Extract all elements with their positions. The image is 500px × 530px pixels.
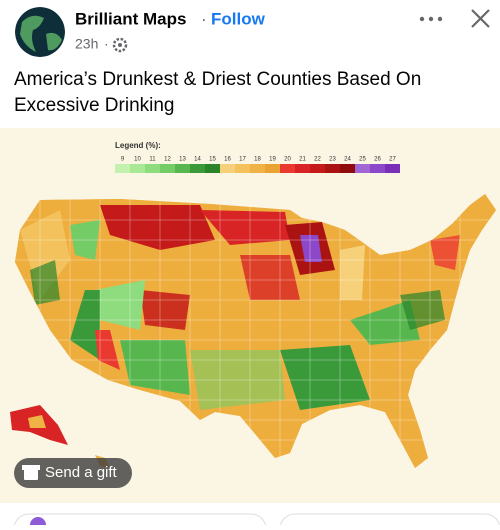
- legend-label: 12: [164, 157, 171, 163]
- legend-swatch: [280, 164, 295, 173]
- legend-swatch: [220, 164, 235, 173]
- legend-label: 13: [179, 157, 186, 163]
- legend-swatch: [235, 164, 250, 173]
- more-options[interactable]: [419, 16, 443, 22]
- post-text: America’s Drunkest & Driest Counties Bas…: [14, 69, 427, 116]
- legend-swatch: [160, 164, 175, 173]
- legend-label: 25: [359, 157, 366, 163]
- legend-swatch: [145, 164, 160, 173]
- legend-swatch: [250, 164, 265, 173]
- separator: ·: [104, 36, 109, 52]
- legend-label: 11: [149, 157, 156, 163]
- action-button[interactable]: [13, 513, 267, 530]
- privacy-icon: [112, 37, 128, 53]
- legend-swatch: [295, 164, 310, 173]
- gift-icon: [22, 465, 40, 480]
- action-button[interactable]: [279, 513, 500, 530]
- legend-swatch: [340, 164, 355, 173]
- legend-label: 26: [374, 157, 381, 163]
- legend-label: 10: [134, 157, 141, 163]
- legend-swatch: [355, 164, 370, 173]
- legend-label: 15: [209, 157, 216, 163]
- follow-button[interactable]: Follow: [211, 9, 266, 28]
- post-text-line: America’s Drunkest & Driest Counties Bas…: [14, 69, 421, 90]
- legend-label: 24: [344, 157, 351, 163]
- separator: ·: [201, 9, 207, 28]
- legend-label: 19: [269, 157, 276, 163]
- legend-label: 20: [284, 157, 291, 163]
- legend-swatch: [370, 164, 385, 173]
- legend-swatch: [115, 164, 130, 173]
- legend-label: 18: [254, 157, 261, 163]
- legend-label: 9: [121, 157, 125, 163]
- author-name[interactable]: Brilliant Maps: [75, 9, 186, 28]
- legend-swatch: [310, 164, 325, 173]
- legend-swatch: [190, 164, 205, 173]
- legend-label: 21: [299, 157, 306, 163]
- legend-swatch: [205, 164, 220, 173]
- legend: 9 10 11 12 13 14 15 16 17 18 19 20 21 22 23 24 25 26 27: [115, 157, 400, 173]
- legend-title: Legend (%):: [115, 141, 161, 150]
- legend-label: 16: [224, 157, 231, 163]
- send-gift-button[interactable]: [14, 458, 132, 488]
- legend-label: 27: [389, 157, 396, 163]
- close-button[interactable]: [471, 9, 490, 28]
- legend-swatch: [130, 164, 145, 173]
- legend-swatch: [265, 164, 280, 173]
- legend-label: 17: [239, 157, 246, 163]
- legend-swatch: [175, 164, 190, 173]
- legend-swatch: [385, 164, 400, 173]
- post-text-line: Excessive Drinking: [14, 95, 175, 116]
- legend-label: 14: [194, 157, 201, 163]
- action-icon: [30, 517, 46, 530]
- legend-label: 22: [314, 157, 321, 163]
- avatar[interactable]: [15, 7, 65, 57]
- legend-label: 23: [329, 157, 336, 163]
- legend-swatch: [325, 164, 340, 173]
- post-time: 23h: [75, 36, 98, 52]
- send-gift-label[interactable]: Send a gift: [45, 464, 118, 481]
